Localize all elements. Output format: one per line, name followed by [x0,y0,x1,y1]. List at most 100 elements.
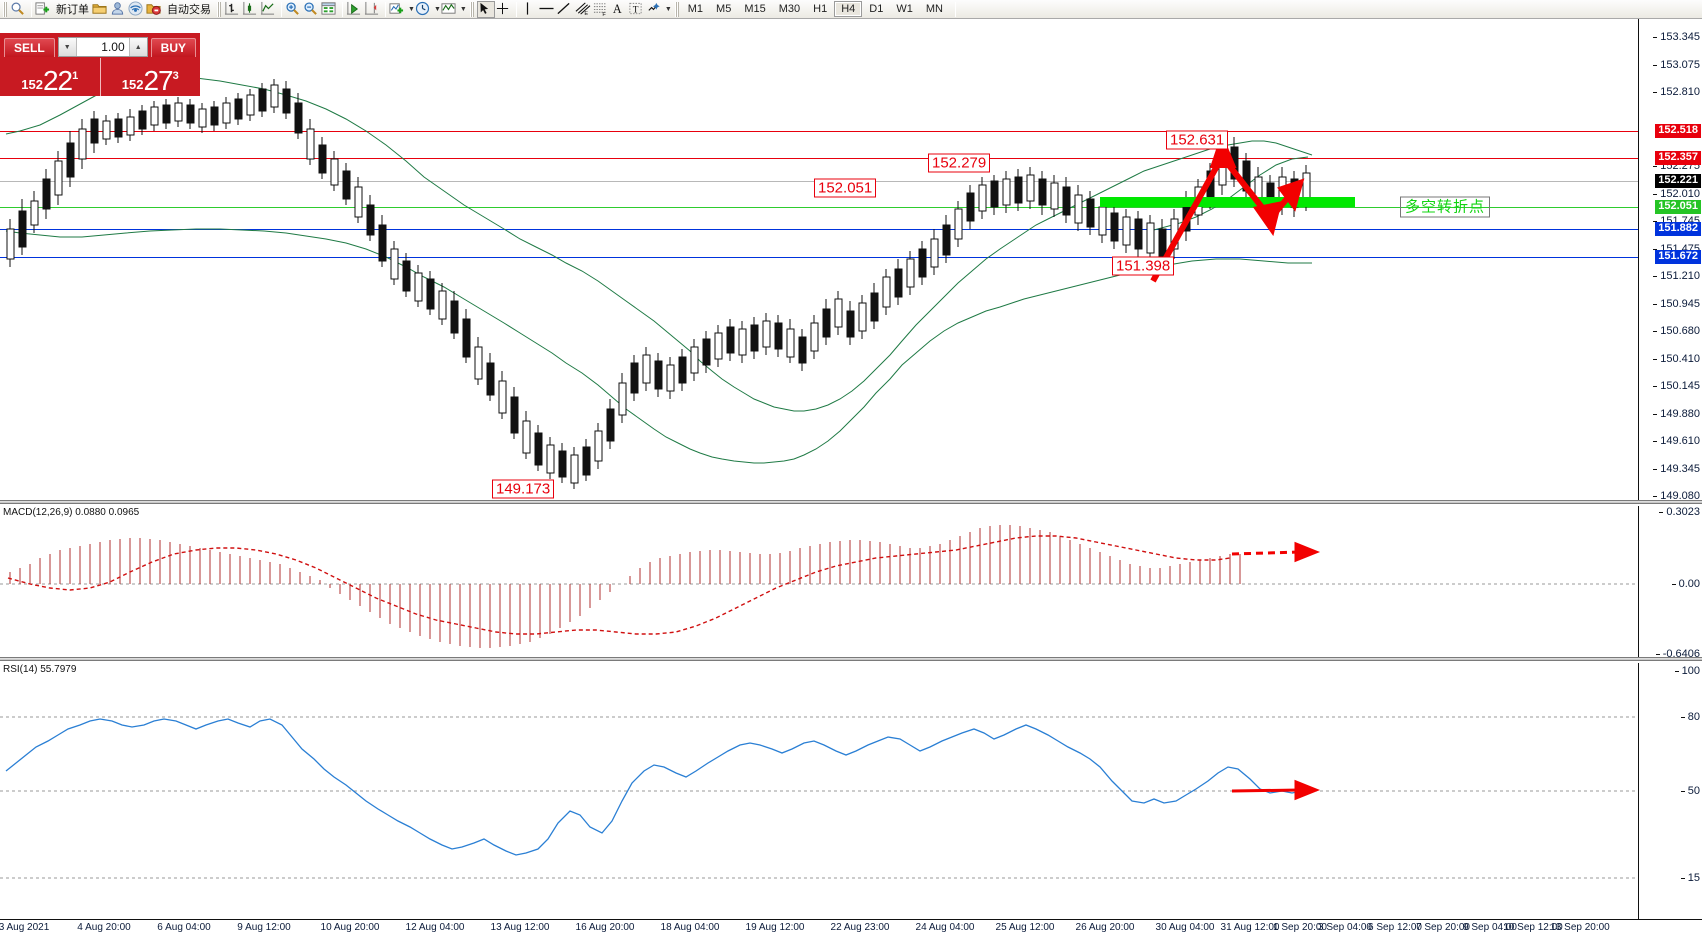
candlestick-chart-icon[interactable] [242,1,260,18]
volume-stepper[interactable]: ▼ 1.00 ▲ [57,37,148,57]
autotrading-button[interactable] [146,1,164,18]
pane-divider-macd[interactable] [0,500,1702,504]
autotrading-label[interactable]: 自动交易 [167,4,211,16]
bollinger-upper-line [5,76,1313,412]
time-tick-2: 6 Aug 04:00 [157,922,211,933]
price-pane[interactable]: 152.631 152.279 152.051 151.398 149.173 … [0,19,1702,502]
period-dropdown-caret[interactable]: ▼ [433,5,441,13]
main-toolbar: 新订单 自动交易 [0,0,1702,19]
trade-panel-controls: SELL ▼ 1.00 ▲ BUY [0,33,200,58]
timeframe-m30[interactable]: M30 [778,3,801,15]
buy-button[interactable]: BUY [150,37,196,57]
time-tick-12: 25 Aug 12:00 [995,922,1055,933]
timeframe-d1[interactable]: D1 [869,3,884,15]
time-tick-14: 30 Aug 04:00 [1155,922,1215,933]
sell-price-display[interactable]: 152 22 1 [0,58,100,96]
person-icon[interactable] [110,1,128,18]
toolbar-grip-3[interactable] [469,1,474,17]
timeframe-m15[interactable]: M15 [744,3,766,15]
time-tick-16: 1 Sep 20:00 [1273,922,1327,933]
toolbar-grip-2[interactable] [217,1,221,17]
bar-chart-icon[interactable] [224,1,242,18]
time-tick-5: 12 Aug 04:00 [405,922,465,933]
buy-price-big: 152 [121,77,144,92]
signal-icon[interactable] [128,0,146,18]
volume-down-button[interactable]: ▼ [58,38,77,56]
price-badge-151882[interactable]: 151.882 [1655,222,1701,236]
macd-axis[interactable]: 0.3023 0.00 -0.6406 [1638,506,1702,660]
timeframe-m1[interactable]: M1 [687,3,704,15]
toolbar-grip-4[interactable] [674,1,679,17]
zoom-in-icon[interactable] [285,1,303,18]
time-axis[interactable]: 3 Aug 2021 4 Aug 20:00 6 Aug 04:00 9 Aug 12… [0,919,1702,936]
price-label-152051[interactable]: 152.051 [814,178,877,198]
price-label-152279[interactable]: 152.279 [928,153,991,173]
text-icon[interactable]: A [610,1,628,18]
auto-scroll-icon[interactable] [346,1,364,18]
buy-price-mid: 27 [143,65,173,96]
hline-152357[interactable] [0,158,1638,159]
reversal-annotation-label[interactable]: 多空转折点 [1400,196,1491,218]
new-order-button[interactable] [35,1,53,18]
pane-divider-rsi[interactable] [0,657,1702,661]
magnifier-icon[interactable] [10,1,28,18]
sell-button[interactable]: SELL [4,37,55,57]
shapes-dropdown-caret[interactable]: ▼ [664,5,672,13]
time-tick-22: 13 Sep 20:00 [1550,922,1610,933]
line-chart-icon[interactable] [260,1,278,18]
time-tick-0: 3 Aug 2021 [0,922,50,933]
chart-shift-icon[interactable] [364,1,382,18]
rsi-axis[interactable]: 100 80 50 15 [1638,663,1702,919]
timeframe-mn[interactable]: MN [925,3,943,15]
indicator-dropdown-caret[interactable]: ▼ [408,5,415,13]
timeframe-h1[interactable]: H1 [813,3,828,15]
price-badge-152357[interactable]: 152.357 [1655,151,1701,165]
price-label-151398[interactable]: 151.398 [1112,256,1175,276]
price-tick-153075: 153.075 [1653,59,1700,71]
price-tick-151210: 151.210 [1653,270,1700,282]
shapes-icon[interactable] [646,1,664,18]
toolbar-grip[interactable] [3,1,7,17]
buy-price-pipette: 3 [172,70,179,82]
timeframe-m5[interactable]: M5 [716,3,732,15]
price-badge-152221[interactable]: 152.221 [1655,174,1701,188]
equidistant-channel-icon[interactable]: E [574,1,592,18]
timeframe-w1[interactable]: W1 [896,3,913,15]
time-tick-15: 31 Aug 12:00 [1220,922,1280,933]
folder-icon[interactable] [92,1,110,18]
macd-pane[interactable]: MACD(12,26,9) 0.0880 0.0965 [0,506,1702,660]
new-order-label[interactable]: 新订单 [56,4,89,16]
text-label-icon[interactable]: T [628,1,646,18]
macd-label: MACD(12,26,9) 0.0880 0.0965 [3,507,140,518]
trendline-icon[interactable] [556,1,574,18]
cursor-icon[interactable] [476,0,495,18]
timeframe-h4[interactable]: H4 [834,1,863,17]
hline-151672[interactable] [0,257,1638,258]
price-badge-152518[interactable]: 152.518 [1655,124,1701,138]
vertical-line-icon[interactable] [520,1,538,18]
hline-151882[interactable] [0,229,1638,230]
price-label-152631[interactable]: 152.631 [1166,130,1229,150]
buy-price-display[interactable]: 152 27 3 [99,58,201,96]
price-label-149173[interactable]: 149.173 [492,479,555,499]
rsi-canvas [0,716,1638,879]
crosshair-icon[interactable] [495,1,513,18]
data-window-icon[interactable] [321,1,339,18]
fibonacci-icon[interactable]: F [592,1,610,18]
price-axis[interactable]: 153.345 153.075 152.810 152.275 152.010 151.7… [1638,19,1702,502]
hline-152051[interactable] [0,207,1638,208]
horizontal-line-icon[interactable] [538,1,556,18]
template-dropdown-caret[interactable]: ▼ [459,5,467,13]
one-click-trading-panel[interactable]: SELL ▼ 1.00 ▲ BUY 152 22 1 152 27 3 [0,33,200,96]
hline-152518[interactable] [0,131,1638,132]
volume-input[interactable]: 1.00 [101,40,125,54]
time-tick-8: 18 Aug 04:00 [660,922,720,933]
period-clock-icon[interactable] [415,1,433,18]
rsi-pane[interactable]: RSI(14) 55.7979 100 80 50 15 [0,663,1702,919]
price-badge-151672[interactable]: 151.672 [1655,250,1701,264]
add-indicator-icon[interactable] [389,1,407,18]
template-icon[interactable] [441,1,459,18]
price-badge-152051[interactable]: 152.051 [1655,200,1701,214]
volume-up-button[interactable]: ▲ [128,38,147,56]
zoom-out-icon[interactable] [303,1,321,18]
